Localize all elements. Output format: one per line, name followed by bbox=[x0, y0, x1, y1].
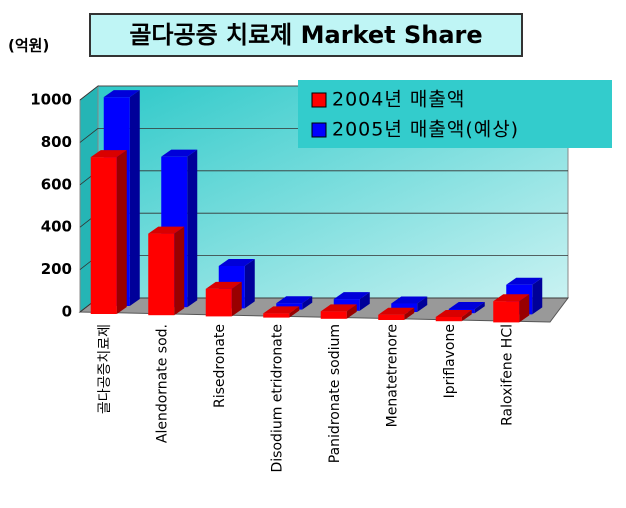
bar-top bbox=[263, 306, 300, 314]
legend: 2004년 매출액 2005년 매출액(예상) bbox=[311, 89, 519, 141]
bar-front bbox=[378, 314, 405, 320]
y-tick-label: 200 bbox=[41, 260, 72, 278]
bar-front bbox=[493, 301, 520, 323]
bar-front bbox=[320, 311, 347, 319]
bar-top bbox=[493, 294, 530, 302]
bar-side bbox=[174, 226, 185, 316]
x-tick-label: Alendornate sod. bbox=[154, 324, 170, 443]
bar bbox=[148, 226, 185, 316]
x-tick-label: Ipriflavone bbox=[442, 324, 458, 398]
y-tick-label: 0 bbox=[62, 303, 72, 321]
bar-side bbox=[302, 296, 313, 310]
bar-top bbox=[333, 292, 370, 300]
bar-side bbox=[474, 301, 485, 314]
bar-side bbox=[346, 304, 357, 319]
bar bbox=[263, 306, 300, 318]
bar-top bbox=[205, 281, 242, 289]
bar-front bbox=[148, 233, 175, 316]
legend-swatch bbox=[311, 122, 327, 138]
bar-top bbox=[391, 296, 428, 304]
y-tick-label: 1000 bbox=[30, 91, 72, 109]
legend-label: 2004년 매출액 bbox=[332, 89, 465, 111]
bar-top bbox=[320, 304, 357, 312]
x-tick-label: Panidronate sodium bbox=[327, 324, 343, 463]
bar-side bbox=[461, 309, 472, 322]
bar-front bbox=[205, 288, 232, 317]
bar-top bbox=[148, 226, 185, 234]
bar-side bbox=[404, 307, 415, 320]
bar-top bbox=[378, 307, 415, 315]
y-tick-label: 600 bbox=[41, 175, 72, 193]
bar-top bbox=[506, 277, 543, 285]
bar-top bbox=[435, 309, 472, 317]
x-tick-label: 골다공증치료제 bbox=[97, 324, 113, 414]
bar-side bbox=[187, 149, 198, 308]
bar-side bbox=[532, 277, 543, 315]
bar-front bbox=[90, 157, 117, 314]
bar-side bbox=[129, 90, 140, 307]
unit-label: (억원) bbox=[8, 37, 49, 55]
bar-top bbox=[276, 296, 313, 304]
bar-top bbox=[90, 150, 127, 158]
legend-swatch bbox=[311, 92, 327, 108]
bar-top bbox=[103, 90, 140, 98]
bar-top bbox=[161, 149, 198, 157]
x-tick-label: Raloxifene HCl bbox=[499, 324, 515, 426]
bar bbox=[493, 294, 530, 323]
bar bbox=[90, 150, 127, 314]
y-tick-label: 800 bbox=[41, 133, 72, 151]
bar bbox=[320, 304, 357, 319]
chart-title: 골다공증 치료제 Market Share bbox=[129, 21, 482, 49]
legend-label: 2005년 매출액(예상) bbox=[332, 119, 519, 141]
bar-front bbox=[263, 313, 290, 318]
bar-side bbox=[289, 306, 300, 318]
x-tick-label: Disodium etridronate bbox=[269, 324, 285, 472]
bar-side bbox=[244, 259, 255, 309]
x-tick-label: Menatetrenore bbox=[384, 324, 400, 427]
bar-side bbox=[519, 294, 530, 323]
bar-side bbox=[116, 150, 127, 314]
bar bbox=[378, 307, 415, 320]
bar-front bbox=[435, 316, 462, 322]
bar bbox=[205, 281, 242, 317]
bar-top bbox=[448, 301, 485, 309]
bar-side bbox=[417, 296, 428, 312]
y-tick-label: 400 bbox=[41, 218, 72, 236]
bar-side bbox=[359, 292, 370, 311]
legend-box bbox=[298, 80, 612, 148]
bar-top bbox=[218, 259, 255, 266]
x-tick-label: Risedronate bbox=[212, 324, 228, 408]
title-box bbox=[89, 13, 523, 57]
bar bbox=[435, 309, 472, 322]
bar-side bbox=[231, 281, 242, 317]
